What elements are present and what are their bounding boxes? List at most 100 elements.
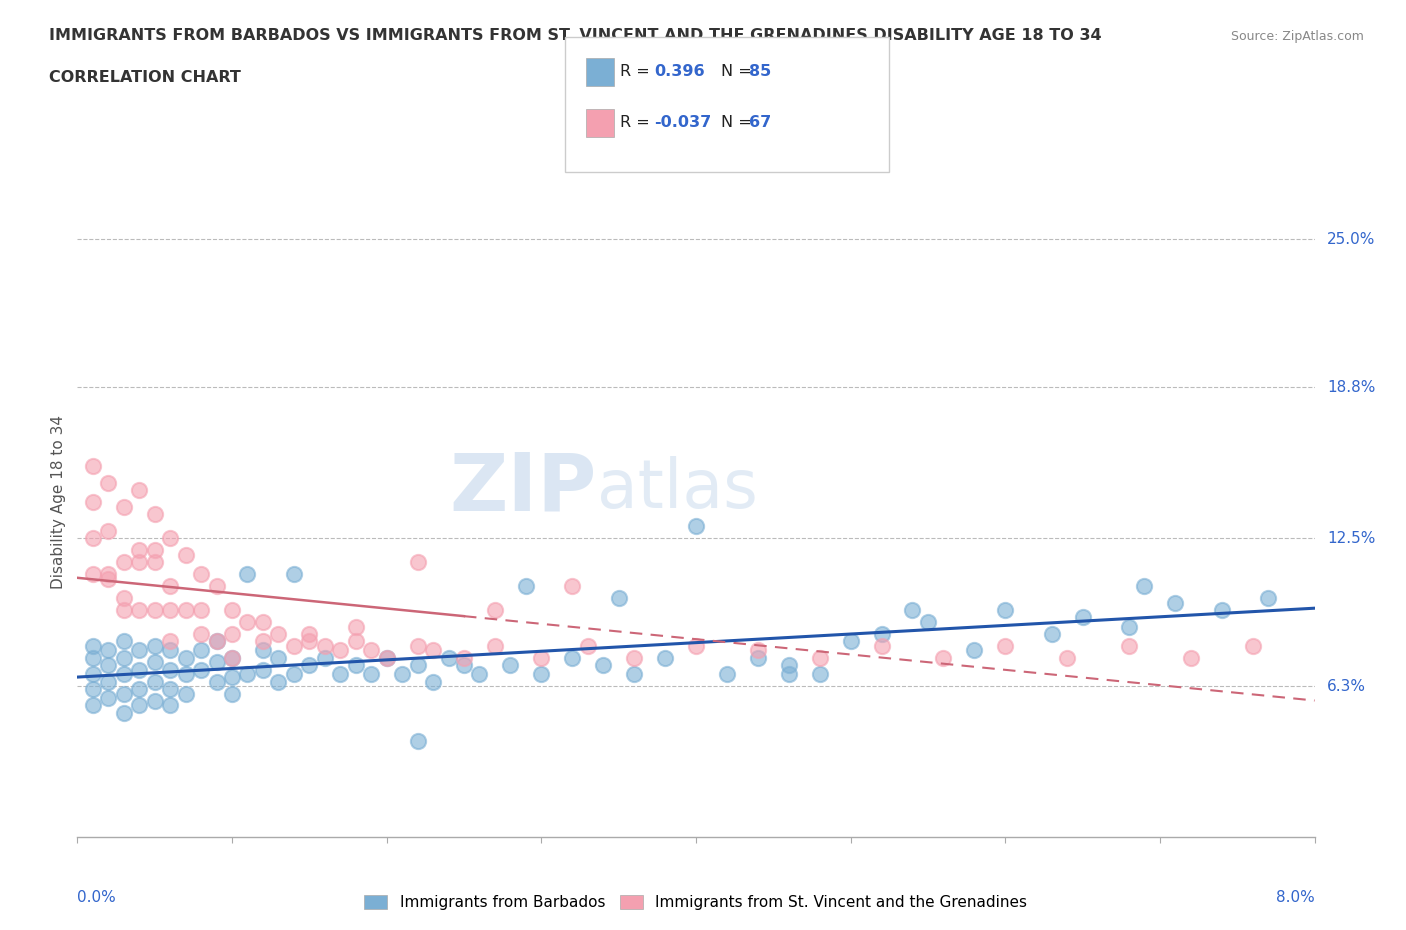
Point <box>159 633 181 648</box>
Point <box>298 633 321 648</box>
Point <box>839 633 862 648</box>
Point <box>112 633 135 648</box>
Point <box>97 524 120 538</box>
Point <box>406 658 429 672</box>
Point <box>422 674 444 689</box>
Point <box>453 650 475 665</box>
Point <box>97 571 120 586</box>
Point <box>778 658 800 672</box>
Text: Source: ZipAtlas.com: Source: ZipAtlas.com <box>1230 30 1364 43</box>
Point <box>112 499 135 514</box>
Point <box>82 682 104 697</box>
Point <box>406 638 429 653</box>
Point <box>917 615 939 630</box>
Text: N =: N = <box>721 64 758 79</box>
Point <box>159 531 181 546</box>
Legend: Immigrants from Barbados, Immigrants from St. Vincent and the Grenadines: Immigrants from Barbados, Immigrants fro… <box>359 889 1033 916</box>
Point <box>112 591 135 605</box>
Point <box>963 643 986 658</box>
Text: atlas: atlas <box>598 456 758 522</box>
Point <box>406 554 429 569</box>
Point <box>1071 609 1094 624</box>
Point <box>128 682 150 697</box>
Point <box>283 667 305 682</box>
Point <box>112 650 135 665</box>
Point <box>329 667 352 682</box>
Point <box>205 633 228 648</box>
Point <box>576 638 599 653</box>
Point <box>267 650 290 665</box>
Point <box>174 603 197 618</box>
Point <box>314 650 336 665</box>
Point <box>190 626 212 641</box>
Point <box>252 643 274 658</box>
Point <box>1164 595 1187 610</box>
Point <box>1118 638 1140 653</box>
Point <box>174 686 197 701</box>
Point <box>143 674 166 689</box>
Point <box>236 667 259 682</box>
Point <box>685 519 707 534</box>
Point <box>1133 578 1156 593</box>
Point <box>716 667 738 682</box>
Point <box>128 483 150 498</box>
Point <box>205 674 228 689</box>
Point <box>437 650 460 665</box>
Point <box>112 705 135 720</box>
Point <box>128 643 150 658</box>
Point <box>159 662 181 677</box>
Point <box>82 566 104 581</box>
Point <box>159 643 181 658</box>
Point <box>112 667 135 682</box>
Point <box>190 566 212 581</box>
Point <box>484 603 506 618</box>
Point <box>97 475 120 490</box>
Point <box>375 650 398 665</box>
Point <box>360 643 382 658</box>
Point <box>1241 638 1264 653</box>
Point <box>82 495 104 510</box>
Text: R =: R = <box>620 64 655 79</box>
Point <box>112 554 135 569</box>
Point <box>128 542 150 557</box>
Point <box>97 691 120 706</box>
Point <box>870 626 893 641</box>
Point <box>1118 619 1140 634</box>
Text: IMMIGRANTS FROM BARBADOS VS IMMIGRANTS FROM ST. VINCENT AND THE GRENADINES DISAB: IMMIGRANTS FROM BARBADOS VS IMMIGRANTS F… <box>49 28 1102 43</box>
Point <box>607 591 630 605</box>
Point <box>190 603 212 618</box>
Point <box>143 638 166 653</box>
Point <box>1211 603 1233 618</box>
Point <box>592 658 614 672</box>
Point <box>654 650 676 665</box>
Point <box>994 603 1017 618</box>
Point <box>97 658 120 672</box>
Point <box>221 686 243 701</box>
Point <box>870 638 893 653</box>
Point <box>97 566 120 581</box>
Point <box>267 626 290 641</box>
Point <box>623 650 645 665</box>
Point <box>344 633 367 648</box>
Point <box>267 674 290 689</box>
Point <box>159 682 181 697</box>
Text: 25.0%: 25.0% <box>1327 232 1375 246</box>
Point <box>128 662 150 677</box>
Point <box>747 643 769 658</box>
Point <box>391 667 413 682</box>
Point <box>82 531 104 546</box>
Point <box>221 603 243 618</box>
Point <box>82 650 104 665</box>
Text: 12.5%: 12.5% <box>1327 531 1375 546</box>
Point <box>97 643 120 658</box>
Point <box>205 578 228 593</box>
Point <box>143 693 166 708</box>
Point <box>82 698 104 713</box>
Text: R =: R = <box>620 115 655 130</box>
Point <box>221 650 243 665</box>
Point <box>453 658 475 672</box>
Point <box>747 650 769 665</box>
Point <box>344 658 367 672</box>
Point <box>499 658 522 672</box>
Point <box>932 650 955 665</box>
